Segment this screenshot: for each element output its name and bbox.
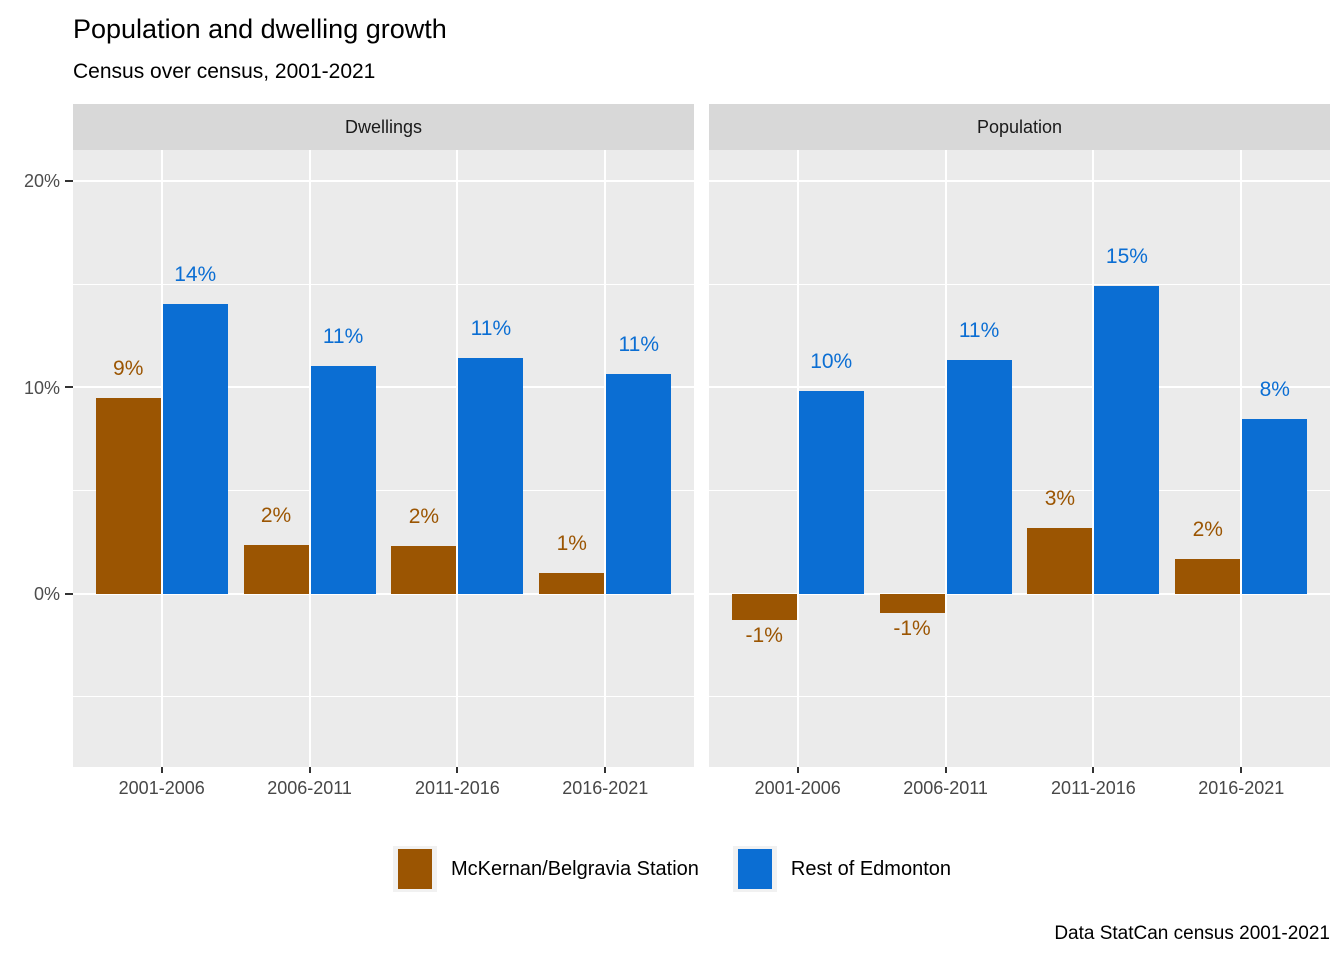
legend-label: Rest of Edmonton xyxy=(790,857,951,880)
bar-value-label: 2% xyxy=(408,505,440,529)
x-axis-tick xyxy=(944,767,947,773)
facet-strip-label: Dwellings xyxy=(344,116,423,137)
vertical-gridline xyxy=(604,150,607,767)
bar-population-2011-2016-mckernan xyxy=(1027,527,1093,594)
major-gridline xyxy=(73,179,694,182)
legend: McKernan/Belgravia Station Rest of Edmon… xyxy=(0,845,1344,893)
vertical-gridline xyxy=(308,150,311,767)
bar-value-label: 11% xyxy=(618,332,660,356)
legend-item-mckernan: McKernan/Belgravia Station xyxy=(392,846,699,892)
x-axis-tick xyxy=(308,767,311,773)
bar-value-label: 8% xyxy=(1259,378,1290,402)
x-axis-tick-label: 2006-2011 xyxy=(267,778,352,798)
x-axis-tick-label: 2016-2021 xyxy=(562,778,649,798)
bar-value-label: 9% xyxy=(113,356,144,380)
x-axis-tick xyxy=(456,767,459,773)
minor-gridline xyxy=(73,489,694,491)
bar-population-2006-2011-mckernan xyxy=(879,593,945,614)
bar-population-2011-2016-rest xyxy=(1094,286,1160,594)
x-axis-tick xyxy=(796,767,799,773)
bar-dwellings-2001-2006-rest xyxy=(162,303,228,594)
vertical-gridline xyxy=(1092,150,1095,767)
bar-dwellings-2001-2006-mckernan xyxy=(95,397,161,594)
minor-gridline xyxy=(73,283,694,285)
bar-dwellings-2016-2021-rest xyxy=(606,373,672,594)
x-axis-tick xyxy=(604,767,607,773)
facet-strip-dwellings: Dwellings xyxy=(73,104,694,150)
vertical-gridline xyxy=(456,150,459,767)
major-gridline xyxy=(73,386,694,389)
bar-value-label: 11% xyxy=(470,317,512,341)
legend-key xyxy=(732,846,777,892)
x-axis-tick-label: 2011-2016 xyxy=(415,778,500,798)
panel-population: -1% -1% 3% 2% 10% 11% 15% 8% xyxy=(709,150,1330,767)
chart-title: Population and dwelling growth xyxy=(73,14,447,44)
y-axis-tick xyxy=(65,179,73,182)
major-gridline xyxy=(73,592,694,595)
major-gridline xyxy=(709,179,1330,182)
bar-value-label: 11% xyxy=(958,319,1000,343)
bar-dwellings-2006-2011-rest xyxy=(310,365,376,594)
vertical-gridline xyxy=(1240,150,1243,767)
minor-gridline xyxy=(709,489,1330,491)
major-gridline xyxy=(709,592,1330,595)
legend-item-rest-of-edmonton: Rest of Edmonton xyxy=(732,846,951,892)
legend-label: McKernan/Belgravia Station xyxy=(450,857,699,880)
minor-gridline xyxy=(73,696,694,698)
y-axis-tick-label-10: 10% xyxy=(23,378,60,398)
bar-population-2006-2011-rest xyxy=(946,360,1012,594)
bar-dwellings-2011-2016-rest xyxy=(458,358,524,594)
y-axis-tick-label-0: 0% xyxy=(33,584,60,604)
bar-value-label: 14% xyxy=(174,262,217,286)
bar-dwellings-2011-2016-mckernan xyxy=(391,546,457,594)
bar-value-label: 3% xyxy=(1044,486,1076,510)
bar-value-label: 10% xyxy=(810,350,853,374)
y-axis-tick xyxy=(65,386,73,389)
bar-dwellings-2016-2021-mckernan xyxy=(539,573,605,594)
bar-value-label: 11% xyxy=(322,324,364,348)
bar-population-2001-2006-mckernan xyxy=(731,593,797,621)
y-axis-tick xyxy=(65,592,73,595)
bar-value-label: -1% xyxy=(893,617,931,641)
minor-gridline xyxy=(709,283,1330,285)
bar-value-label: 2% xyxy=(1192,518,1223,542)
minor-gridline xyxy=(709,696,1330,698)
x-axis-tick xyxy=(1240,767,1243,773)
bar-population-2016-2021-mckernan xyxy=(1175,559,1241,594)
vertical-gridline xyxy=(944,150,947,767)
bar-population-2001-2006-rest xyxy=(798,391,864,594)
major-gridline xyxy=(709,386,1330,389)
y-axis-tick-label-20: 20% xyxy=(23,171,60,191)
vertical-gridline xyxy=(160,150,163,767)
x-axis-tick-label: 2011-2016 xyxy=(1051,778,1136,798)
bar-value-label: 1% xyxy=(556,532,587,556)
panel-dwellings: 9% 2% 2% 1% 14% 11% 11% 11% xyxy=(73,150,694,767)
legend-swatch-brown xyxy=(397,849,432,889)
x-axis-tick-label: 2006-2011 xyxy=(903,778,988,798)
legend-swatch-blue xyxy=(737,849,772,889)
vertical-gridline xyxy=(796,150,799,767)
chart-subtitle: Census over census, 2001-2021 xyxy=(73,60,376,83)
chart-caption: Data StatCan census 2001-2021 xyxy=(1054,923,1330,944)
bar-population-2016-2021-rest xyxy=(1242,419,1308,594)
x-axis-tick xyxy=(1092,767,1095,773)
x-axis-tick xyxy=(160,767,163,773)
bar-value-label: -1% xyxy=(745,624,783,648)
x-axis-tick-label: 2016-2021 xyxy=(1198,778,1285,798)
x-axis-tick-label: 2001-2006 xyxy=(754,778,841,798)
legend-key xyxy=(392,846,437,892)
bar-dwellings-2006-2011-mckernan xyxy=(243,545,309,594)
x-axis-tick-label: 2001-2006 xyxy=(118,778,205,798)
facet-strip-label: Population xyxy=(976,116,1063,137)
bar-value-label: 15% xyxy=(1105,245,1148,269)
bar-value-label: 2% xyxy=(260,504,292,528)
facet-strip-population: Population xyxy=(709,104,1330,150)
